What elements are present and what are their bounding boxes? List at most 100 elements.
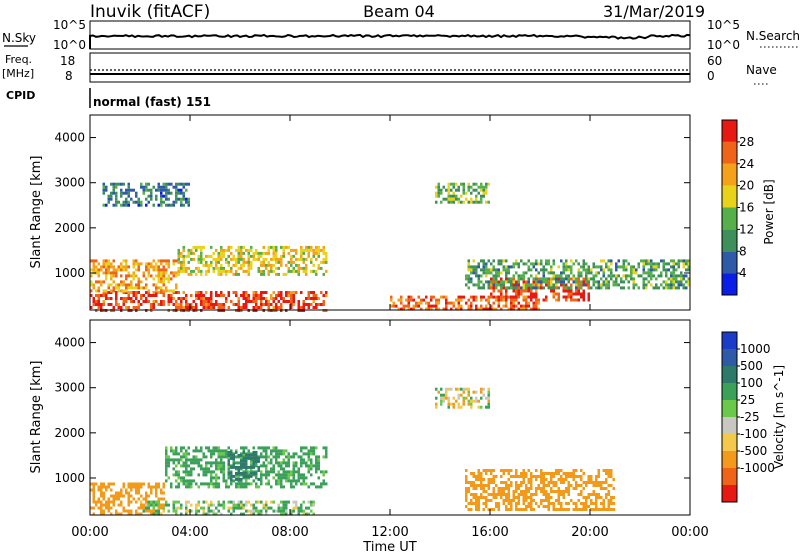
velocity-cell (487, 469, 490, 472)
power-cell (297, 300, 300, 303)
velocity-cell (222, 500, 225, 504)
power-cell (300, 306, 303, 309)
velocity-cell (277, 482, 280, 486)
power-cell (200, 245, 203, 249)
power-cell (215, 266, 218, 270)
velocity-cell (215, 473, 218, 477)
velocity-cell (220, 470, 223, 474)
power-cell (237, 257, 240, 261)
velocity-cell (250, 453, 253, 457)
power-cell (117, 200, 120, 204)
velocity-cell (197, 500, 200, 504)
power-cell (127, 283, 130, 287)
power-cell (622, 265, 625, 269)
power-cell (290, 294, 293, 297)
velocity-cell (445, 396, 448, 400)
velocity-cell (222, 473, 225, 477)
power-cell (420, 307, 423, 311)
power-cell (112, 289, 115, 293)
velocity-cell (500, 487, 503, 490)
power-cell (440, 188, 443, 192)
power-cell (525, 286, 528, 290)
velocity-cell (150, 491, 153, 495)
power-cell (187, 203, 190, 207)
velocity-cell (287, 470, 290, 474)
velocity-cell (130, 509, 133, 513)
power-cell (302, 303, 305, 306)
x-tick-label: 00:00 (71, 525, 108, 540)
velocity-cell (307, 449, 310, 453)
velocity-cell (287, 461, 290, 465)
velocity-cell (107, 509, 110, 513)
velocity-cell (435, 396, 438, 400)
velocity-cell (280, 476, 283, 480)
power-cell (120, 283, 123, 287)
power-cell (175, 283, 178, 287)
power-cell (260, 272, 263, 276)
power-cell (190, 257, 193, 261)
velocity-cell (227, 453, 230, 457)
velocity-cell (237, 506, 240, 510)
power-cell (160, 300, 163, 303)
velocity-cell (217, 467, 220, 471)
power-cell (122, 303, 125, 306)
velocity-cell (100, 491, 103, 495)
power-cell (130, 300, 133, 303)
velocity-cell (517, 508, 520, 511)
velocity-cell (200, 464, 203, 468)
velocity-cell (260, 500, 263, 504)
velocity-cell (480, 496, 483, 499)
power-cell (295, 269, 298, 273)
velocity-cell (485, 396, 488, 400)
power-cell (187, 182, 190, 186)
power-cell (525, 271, 528, 275)
power-cell (135, 200, 138, 204)
velocity-cell (207, 506, 210, 510)
velocity-cell (155, 503, 158, 507)
velocity-cell (250, 474, 253, 478)
power-cell (535, 301, 538, 305)
power-cell (105, 274, 108, 278)
power-cell (137, 303, 140, 306)
power-cell (185, 297, 188, 300)
velocity-cell (110, 506, 113, 510)
power-cell (195, 294, 198, 297)
velocity-cell (585, 508, 588, 511)
power-cell (195, 266, 198, 270)
velocity-cell (222, 467, 225, 471)
power-cell (160, 259, 163, 263)
velocity-cell (465, 478, 468, 481)
velocity-cell (472, 399, 475, 403)
power-cell (195, 303, 198, 306)
power-cell (470, 197, 473, 201)
power-cell (107, 268, 110, 272)
velocity-cell (495, 475, 498, 478)
velocity-cell (147, 509, 150, 513)
velocity-cell (217, 464, 220, 468)
power-cell (505, 265, 508, 269)
velocity-cell (135, 509, 138, 513)
power-cell (127, 274, 130, 278)
velocity-cell (110, 512, 113, 516)
velocity-cell (155, 494, 158, 498)
power-cell (445, 301, 448, 305)
velocity-cell (492, 496, 495, 499)
velocity-cell (500, 496, 503, 499)
x-axis-title: Time UT (362, 540, 416, 554)
power-cell (495, 295, 498, 299)
power-cell (142, 294, 145, 297)
power-cell (495, 298, 498, 302)
velocity-cell (312, 449, 315, 453)
velocity-cell (252, 450, 255, 454)
velocity-cell (250, 509, 253, 513)
velocity-cell (180, 512, 183, 516)
velocity-cell (535, 493, 538, 496)
velocity-cell (127, 500, 130, 504)
velocity-cell (517, 493, 520, 496)
power-cell (527, 277, 530, 281)
velocity-cell (265, 449, 268, 453)
power-cell (177, 291, 180, 294)
velocity-cell (440, 399, 443, 403)
power-cell (450, 182, 453, 186)
velocity-cell (180, 464, 183, 468)
